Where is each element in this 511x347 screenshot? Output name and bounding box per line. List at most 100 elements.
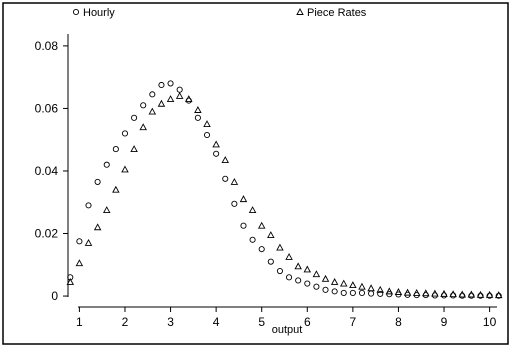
data-point-piece-rates [394, 288, 403, 295]
data-point-hourly [358, 289, 366, 296]
axes [67, 34, 497, 308]
y-tick-label: 0.08 [35, 39, 59, 53]
data-point-piece-rates [339, 279, 348, 287]
data-point-piece-rates [276, 243, 284, 251]
data-point-piece-rates [485, 290, 494, 298]
data-point-hourly [231, 200, 238, 207]
data-point-piece-rates [376, 285, 384, 293]
legend-marker-hourly [72, 8, 80, 16]
data-point-piece-rates [112, 185, 120, 193]
data-point-hourly [276, 267, 283, 275]
data-point-piece-rates [248, 206, 257, 214]
data-point-piece-rates [349, 281, 357, 289]
data-point-piece-rates [367, 284, 375, 292]
data-point-hourly [249, 236, 256, 243]
data-point-hourly [121, 130, 129, 137]
x-tick-label: 2 [122, 315, 129, 329]
data-point-hourly [295, 277, 302, 284]
data-point-piece-rates [267, 231, 275, 239]
data-point-hourly [258, 246, 265, 253]
data-point-hourly [377, 290, 384, 297]
data-point-hourly [76, 238, 83, 245]
y-tick-label: 0.06 [35, 101, 59, 115]
x-tick-label: 7 [350, 315, 357, 329]
data-point-hourly [304, 280, 311, 287]
data-point-piece-rates [66, 278, 75, 285]
legend-label-piece-rates: Piece Rates [307, 7, 367, 19]
data-point-piece-rates [121, 165, 129, 173]
y-tick-label: 0 [51, 289, 58, 303]
x-tick-label: 6 [304, 315, 311, 329]
data-point-piece-rates [139, 123, 147, 131]
data-point-piece-rates [212, 140, 220, 148]
x-tick-label: 3 [167, 315, 174, 329]
data-point-piece-rates [102, 206, 111, 214]
data-point-hourly [349, 289, 356, 296]
data-point-piece-rates [203, 120, 211, 128]
x-tick-label: 9 [441, 315, 448, 329]
data-points [66, 80, 503, 299]
legend-label-hourly: Hourly [83, 7, 115, 19]
legend: Hourly Piece Rates [72, 7, 367, 19]
data-point-hourly [194, 114, 201, 121]
data-point-piece-rates [175, 91, 184, 99]
data-point-piece-rates [148, 107, 157, 115]
data-point-piece-rates [257, 221, 266, 229]
y-ticks: 0 0.02 0.04 0.06 0.08 [35, 39, 68, 303]
data-point-piece-rates [303, 265, 312, 273]
data-point-hourly [131, 114, 138, 121]
data-point-piece-rates [285, 253, 293, 260]
data-point-hourly [158, 81, 165, 89]
data-point-piece-rates [294, 262, 302, 270]
data-point-hourly [167, 80, 174, 87]
data-point-hourly [286, 274, 293, 281]
data-point-piece-rates [358, 282, 366, 290]
data-point-hourly [94, 178, 101, 185]
data-point-piece-rates [440, 289, 448, 297]
x-tick-label: 8 [395, 315, 402, 329]
data-point-piece-rates [130, 145, 138, 153]
x-tick-label: 4 [213, 315, 220, 329]
data-point-piece-rates [239, 195, 248, 203]
data-point-piece-rates [230, 177, 239, 185]
x-tick-label: 10 [483, 315, 497, 329]
data-point-hourly [267, 258, 274, 265]
data-point-hourly [112, 146, 119, 153]
y-tick-label: 0.04 [35, 164, 59, 178]
data-point-piece-rates [93, 223, 102, 231]
data-point-piece-rates [385, 287, 394, 295]
data-point-hourly [495, 292, 502, 299]
data-point-piece-rates [494, 291, 503, 299]
data-point-hourly [322, 286, 329, 293]
data-point-piece-rates [157, 99, 166, 107]
data-point-piece-rates [412, 288, 421, 296]
data-point-hourly [340, 289, 347, 296]
data-point-hourly [149, 91, 156, 98]
data-point-piece-rates [221, 156, 230, 163]
data-point-hourly [331, 288, 338, 295]
data-point-hourly [203, 131, 211, 139]
data-point-hourly [222, 175, 229, 182]
x-tick-label: 5 [258, 315, 265, 329]
data-point-piece-rates [422, 289, 430, 297]
x-tick-label: 1 [76, 315, 83, 329]
x-ticks: 1 2 3 4 5 6 7 8 9 10 [76, 307, 497, 329]
data-point-piece-rates [194, 106, 202, 113]
data-point-piece-rates [185, 95, 193, 102]
data-point-piece-rates [431, 289, 439, 297]
data-point-piece-rates [75, 259, 84, 267]
data-point-hourly [240, 222, 247, 229]
data-point-piece-rates [449, 290, 457, 298]
data-point-piece-rates [312, 270, 321, 278]
data-point-piece-rates [403, 288, 412, 296]
data-point-hourly [140, 102, 147, 109]
data-point-piece-rates [84, 238, 93, 246]
data-point-piece-rates [321, 274, 330, 282]
x-axis-label: output [272, 324, 303, 336]
data-point-hourly [213, 150, 220, 157]
data-point-piece-rates [166, 95, 175, 102]
data-point-hourly [103, 161, 110, 168]
data-point-piece-rates [458, 290, 467, 298]
